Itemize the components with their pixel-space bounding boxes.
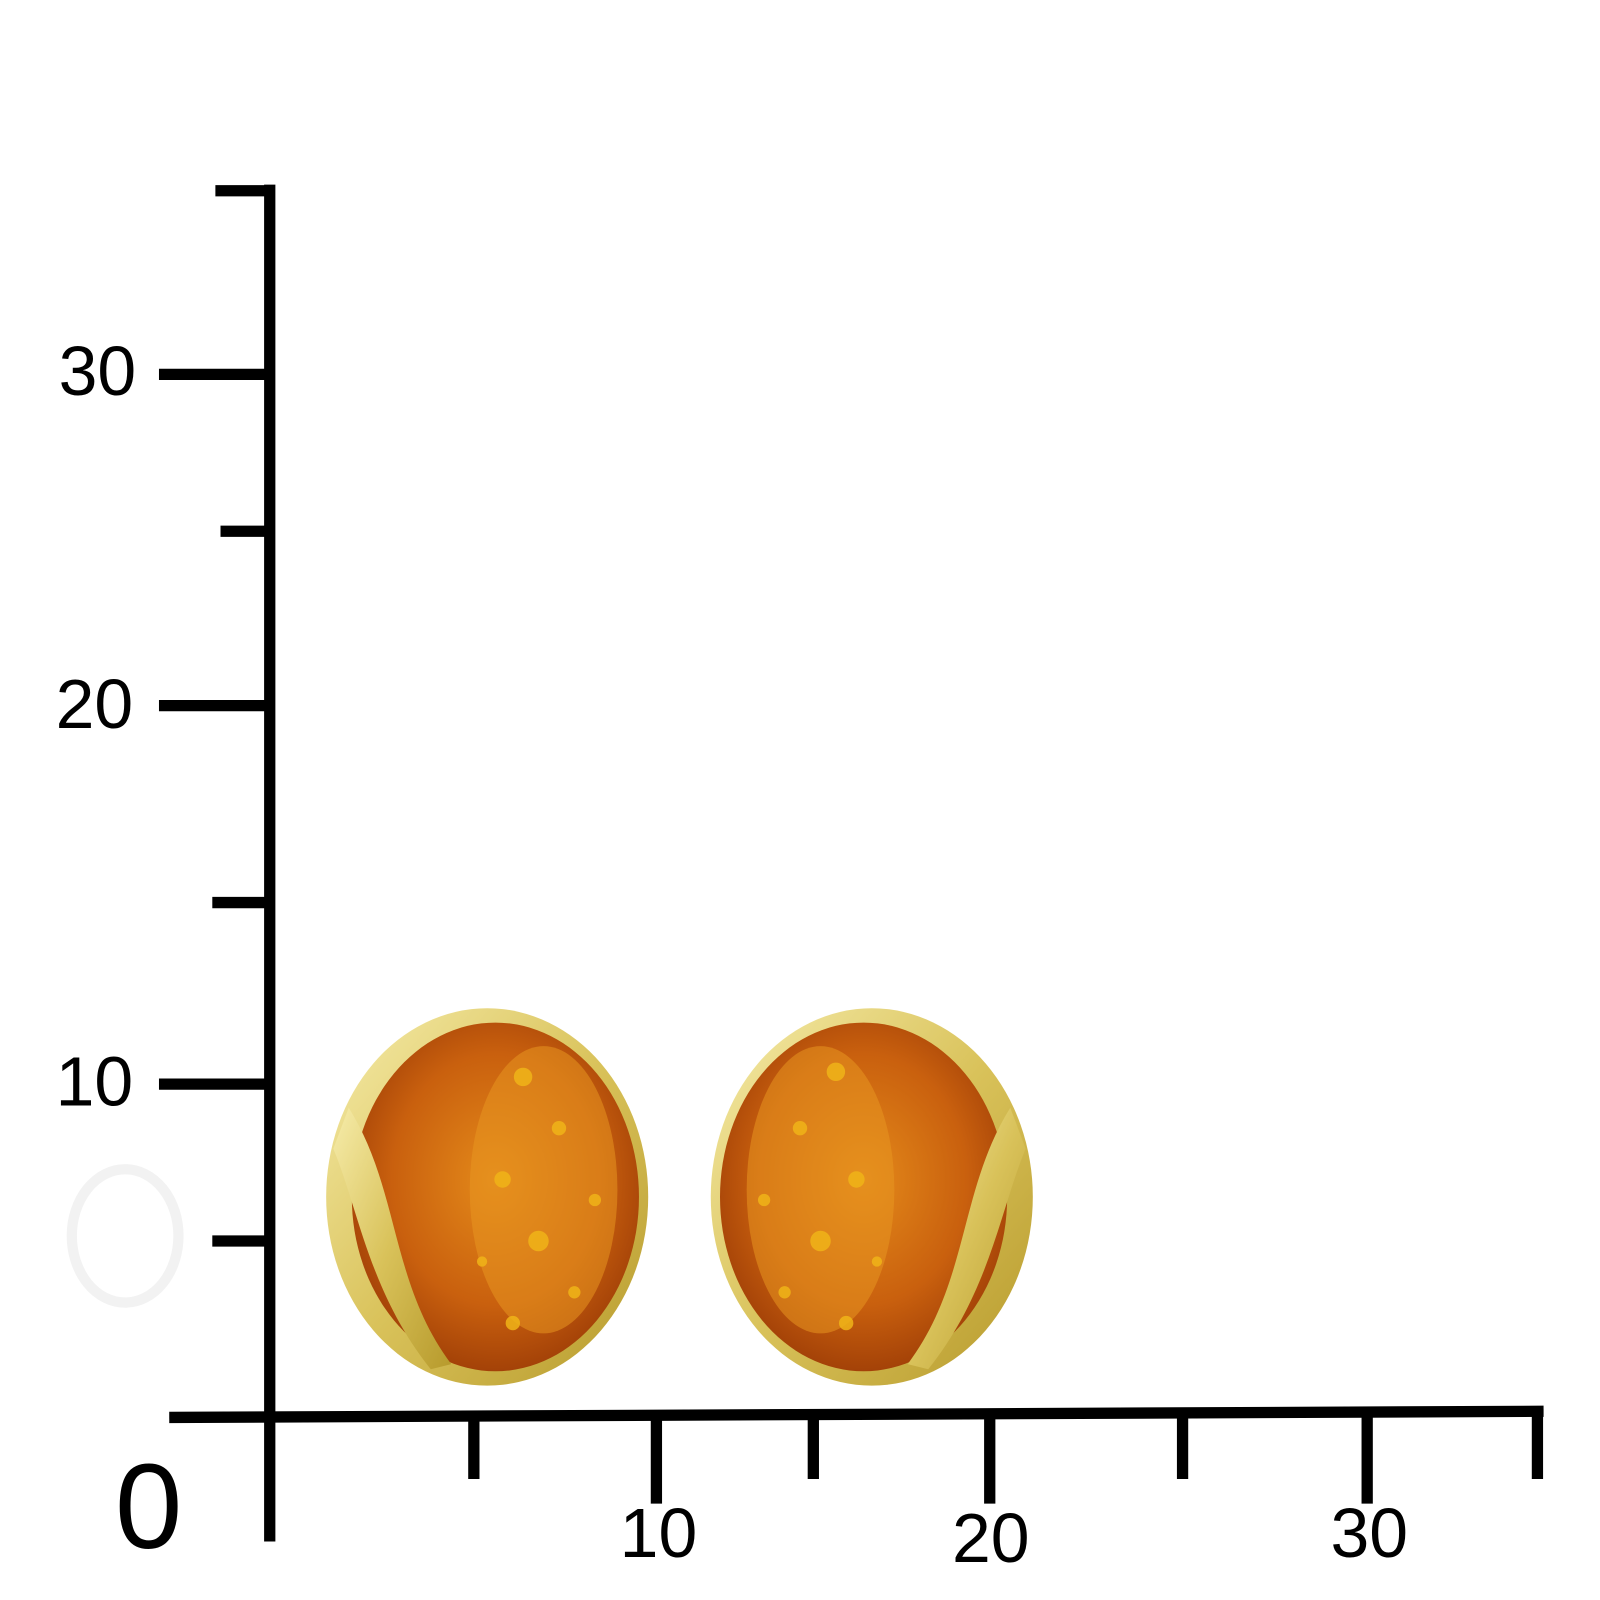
earring-left xyxy=(326,1008,649,1386)
y-tick-label: 20 xyxy=(56,665,134,743)
earring-right xyxy=(710,1008,1033,1386)
x-tick-label: 10 xyxy=(620,1494,698,1572)
x-tick-label: 20 xyxy=(952,1499,1030,1577)
origin-label: 0 xyxy=(115,1438,182,1574)
x-tick-label: 30 xyxy=(1330,1494,1408,1572)
y-tick-label: 30 xyxy=(59,332,137,410)
faint-ring xyxy=(66,1164,184,1308)
x-axis-line xyxy=(169,1405,1544,1424)
y-tick-label: 10 xyxy=(56,1043,134,1121)
scale-ruler: 30 20 10 0 10 20 30 xyxy=(56,184,1544,1577)
